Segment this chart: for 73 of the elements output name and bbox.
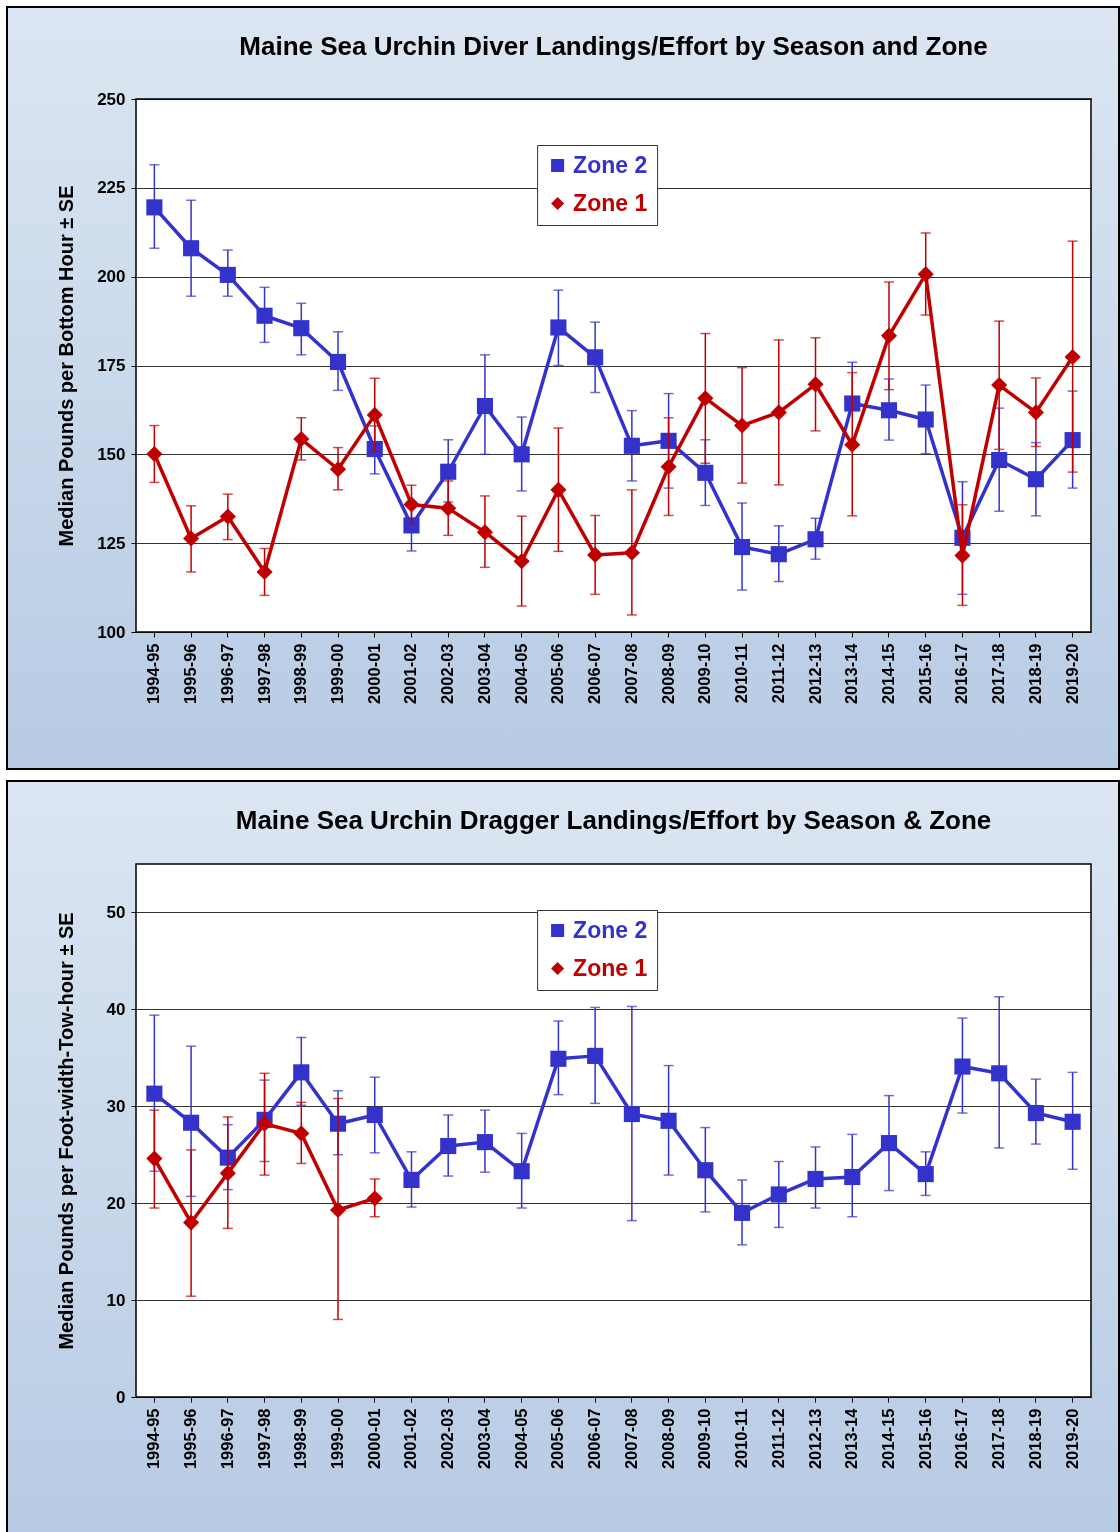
x-tick-label: 2019-20 xyxy=(1062,643,1081,705)
x-tick-label: 2014-15 xyxy=(878,1408,897,1470)
x-tick-label: 2011-12 xyxy=(768,1408,787,1469)
x-tick-label: 2007-08 xyxy=(621,643,640,705)
x-tick-label: 2013-14 xyxy=(842,642,861,705)
x-tick-label: 1997-98 xyxy=(254,643,273,705)
x-tick-label: 1998-99 xyxy=(291,643,310,705)
x-tick-label: 2016-17 xyxy=(952,1408,971,1470)
x-tick-label: 2004-05 xyxy=(511,1408,530,1470)
y-tick-label: 200 xyxy=(97,267,126,287)
y-tick-label: 125 xyxy=(97,533,126,553)
x-tick-label: 2006-07 xyxy=(585,643,604,705)
x-tick-label: 2005-06 xyxy=(548,1408,567,1470)
y-tick-label: 0 xyxy=(116,1387,126,1407)
y-tick-label: 30 xyxy=(106,1096,126,1116)
x-tick-label: 2014-15 xyxy=(878,643,897,705)
x-tick-label: 1994-95 xyxy=(144,643,163,705)
x-tick-label: 2000-01 xyxy=(364,643,383,705)
x-tick-label: 1999-00 xyxy=(328,643,347,705)
y-tick-label: 40 xyxy=(106,999,126,1019)
x-tick-label: 2001-02 xyxy=(401,1408,420,1470)
x-tick-label: 2018-19 xyxy=(1025,643,1044,705)
x-tick-label: 1998-99 xyxy=(291,1408,310,1470)
legend-label: Zone 2 xyxy=(573,916,648,943)
x-tick-label: 2016-17 xyxy=(952,643,971,705)
x-tick-label: 1996-97 xyxy=(217,643,236,705)
x-tick-label: 2003-04 xyxy=(474,1407,493,1470)
x-tick-label: 2005-06 xyxy=(548,643,567,705)
y-axis-title: Median Pounds per Foot-width-Tow-hour ± SE xyxy=(54,912,77,1350)
x-tick-label: 2012-13 xyxy=(805,1408,824,1470)
x-tick-label: 2015-16 xyxy=(915,1408,934,1470)
x-tick-label: 2019-20 xyxy=(1062,1408,1081,1470)
x-tick-label: 2010-11 xyxy=(732,643,751,704)
y-tick-label: 150 xyxy=(97,444,126,464)
x-tick-label: 2007-08 xyxy=(621,1408,640,1470)
legend-label: Zone 2 xyxy=(573,151,648,178)
y-tick-label: 50 xyxy=(106,902,126,922)
chart-title: Maine Sea Urchin Diver Landings/Effort by Season and Zone xyxy=(239,31,988,61)
x-tick-label: 2009-10 xyxy=(695,1408,714,1470)
x-tick-label: 2011-12 xyxy=(768,643,787,704)
x-tick-label: 2009-10 xyxy=(695,643,714,705)
chart-title: Maine Sea Urchin Dragger Landings/Effort by Season & Zone xyxy=(235,805,992,835)
x-tick-label: 2013-14 xyxy=(842,1407,861,1470)
x-tick-label: 2017-18 xyxy=(989,1408,1008,1470)
legend-label: Zone 1 xyxy=(573,954,648,981)
legend-label: Zone 1 xyxy=(573,189,648,216)
x-tick-label: 1994-95 xyxy=(144,1408,163,1470)
x-tick-label: 2002-03 xyxy=(438,643,457,705)
x-tick-label: 2017-18 xyxy=(989,643,1008,705)
x-tick-label: 2003-04 xyxy=(474,642,493,705)
y-tick-label: 100 xyxy=(97,622,126,642)
x-tick-label: 2006-07 xyxy=(585,1408,604,1470)
y-tick-label: 10 xyxy=(106,1290,126,1310)
y-tick-label: 250 xyxy=(97,89,126,109)
y-tick-label: 20 xyxy=(106,1193,126,1213)
x-tick-label: 2000-01 xyxy=(364,1408,383,1470)
x-tick-label: 1997-98 xyxy=(254,1408,273,1470)
y-tick-label: 225 xyxy=(97,178,126,198)
x-tick-label: 1995-96 xyxy=(181,643,200,705)
x-tick-label: 2001-02 xyxy=(401,643,420,705)
x-tick-label: 2008-09 xyxy=(658,643,677,705)
x-tick-label: 1996-97 xyxy=(217,1408,236,1470)
y-tick-label: 175 xyxy=(97,356,126,375)
x-tick-label: 2012-13 xyxy=(805,643,824,705)
x-tick-label: 2018-19 xyxy=(1025,1408,1044,1470)
x-tick-label: 1999-00 xyxy=(328,1408,347,1470)
x-tick-label: 2010-11 xyxy=(732,1408,751,1469)
x-tick-label: 2002-03 xyxy=(438,1408,457,1470)
y-axis-title: Median Pounds per Bottom Hour ± SE xyxy=(54,185,77,547)
x-tick-label: 1995-96 xyxy=(181,1408,200,1470)
x-tick-label: 2004-05 xyxy=(511,643,530,705)
x-tick-label: 2015-16 xyxy=(915,643,934,705)
x-tick-label: 2008-09 xyxy=(658,1408,677,1470)
